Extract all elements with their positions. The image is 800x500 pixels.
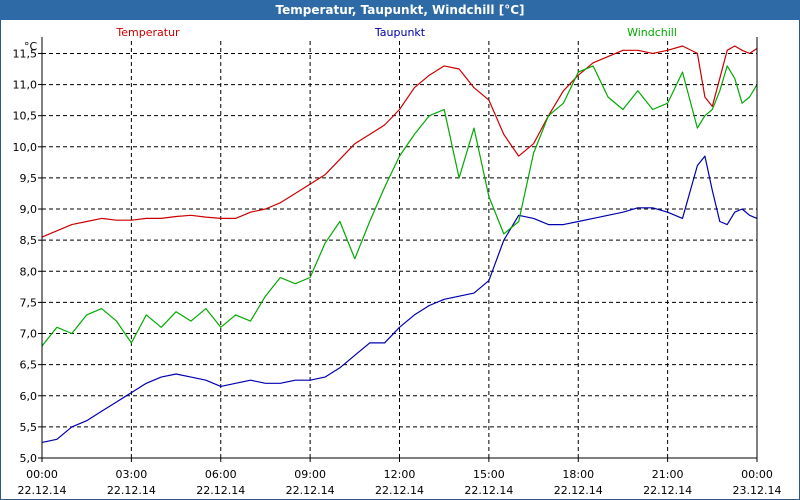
y-tick-label: 6,0 xyxy=(20,390,38,403)
chart-title: Temperatur, Taupunkt, Windchill [°C] xyxy=(0,0,800,20)
legend-taupunkt: Taupunkt xyxy=(374,26,426,39)
grid xyxy=(42,41,757,458)
x-tick-date: 22.12.14 xyxy=(464,484,513,497)
y-tick-label: 11,5 xyxy=(13,47,38,60)
y-tick-label: 5,5 xyxy=(20,421,38,434)
y-tick-label: 7,0 xyxy=(20,328,38,341)
y-tick-label: 8,5 xyxy=(20,234,38,247)
x-tick-time: 21:00 xyxy=(652,468,684,481)
legend-temperatur: Temperatur xyxy=(115,26,180,39)
x-tick-date: 22.12.14 xyxy=(286,484,335,497)
axes xyxy=(38,37,758,462)
x-tick-time: 15:00 xyxy=(473,468,505,481)
x-tick-time: 06:00 xyxy=(205,468,237,481)
series-line-temperatur xyxy=(41,45,758,238)
y-tick-label: 9,0 xyxy=(20,203,38,216)
y-tick-label: 9,5 xyxy=(20,172,38,185)
x-tick-time: 09:00 xyxy=(294,468,326,481)
y-tick-label: 11,0 xyxy=(13,79,38,92)
y-tick-label: 10,0 xyxy=(13,141,38,154)
legend-windchill: Windchill xyxy=(627,26,677,39)
x-tick-date: 22.12.14 xyxy=(18,484,67,497)
x-tick-time: 03:00 xyxy=(116,468,148,481)
x-tick-date: 22.12.14 xyxy=(554,484,603,497)
x-tick-date: 22.12.14 xyxy=(643,484,692,497)
y-tick-label: 10,5 xyxy=(13,110,38,123)
series-line-taupunkt xyxy=(41,155,758,443)
x-tick-date: 22.12.14 xyxy=(196,484,245,497)
x-tick-time: 00:00 xyxy=(26,468,58,481)
series-line-windchill xyxy=(41,65,758,347)
y-axis-unit-label: °C xyxy=(24,40,38,53)
x-tick-date: 23.12.14 xyxy=(733,484,782,497)
x-tick-time: 18:00 xyxy=(562,468,594,481)
x-tick-time: 00:00 xyxy=(741,468,773,481)
legend: Temperatur Taupunkt Windchill xyxy=(115,26,677,39)
y-tick-label: 8,0 xyxy=(20,265,38,278)
x-tick-date: 22.12.14 xyxy=(107,484,156,497)
tick-labels: 5,0 5,5 6,0 6,5 7,0 7,5 8,0 8,5 9,0 9,5 10,0 10,5 11… xyxy=(13,40,782,497)
y-tick-label: 7,5 xyxy=(20,296,38,309)
x-tick-time: 12:00 xyxy=(384,468,416,481)
y-tick-label: 5,0 xyxy=(20,452,38,465)
y-tick-label: 6,5 xyxy=(20,359,38,372)
x-tick-date: 22.12.14 xyxy=(375,484,424,497)
series-lines xyxy=(41,45,758,443)
